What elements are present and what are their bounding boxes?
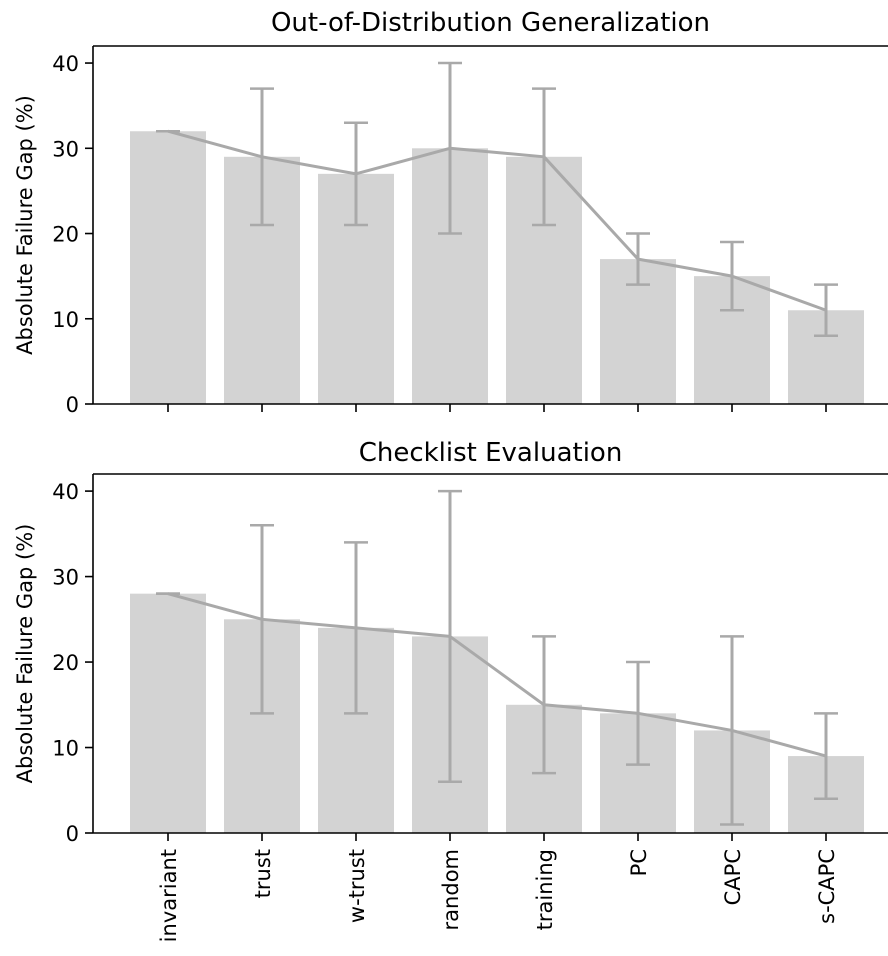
y-tick-label-40: 40 <box>52 480 79 504</box>
y-axis-label: Absolute Failure Gap (%) <box>13 95 37 355</box>
x-tick-label-random: random <box>439 849 463 930</box>
y-tick-label-40: 40 <box>52 52 79 76</box>
y-tick-label-10: 10 <box>52 737 79 761</box>
chart-ood-generalization: 0 10 20 30 40 Out-of-Distribution Generalizat… <box>13 8 888 417</box>
y-tick-label-30: 30 <box>52 137 79 161</box>
y-tick-label-30: 30 <box>52 566 79 590</box>
y-tick-label-20: 20 <box>52 223 79 247</box>
y-tick-label-0: 0 <box>66 393 79 417</box>
y-tick-label-0: 0 <box>66 822 79 846</box>
chart-title: Checklist Evaluation <box>359 438 623 468</box>
x-tick-label-capc: CAPC <box>721 849 745 905</box>
bar-invariant <box>130 131 206 404</box>
y-axis-label: Absolute Failure Gap (%) <box>13 524 37 784</box>
y-tick-label-20: 20 <box>52 651 79 675</box>
x-tick-label-w-trust: w-trust <box>345 849 369 923</box>
bar-invariant <box>130 593 206 833</box>
x-tick-label-s-capc: s-CAPC <box>815 849 839 924</box>
chart-title: Out-of-Distribution Generalization <box>271 8 710 38</box>
y-tick-label-10: 10 <box>52 308 79 332</box>
x-tick-label-training: training <box>533 849 557 930</box>
series-line <box>167 129 827 312</box>
chart-checklist-evaluation: 0 10 20 30 40 invariant trust w-trust random trai… <box>13 438 888 942</box>
x-tick-label-trust: trust <box>251 849 275 898</box>
x-tick-label-invariant: invariant <box>157 849 181 942</box>
series-line <box>167 592 827 758</box>
x-tick-label-pc: PC <box>627 849 651 876</box>
